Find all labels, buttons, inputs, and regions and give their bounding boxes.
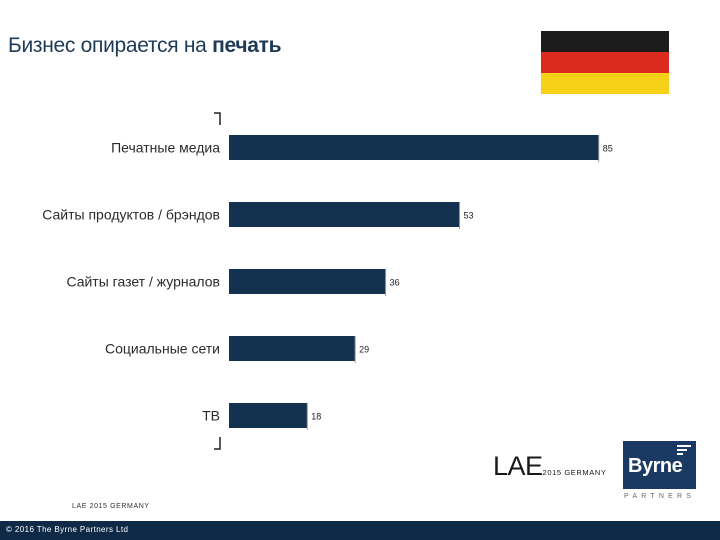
bar-4: [229, 403, 308, 428]
flag-stripe-black: [541, 31, 669, 52]
bar-1: [229, 202, 460, 227]
logo-subtitle: PARTNERS: [624, 493, 696, 500]
value-label-0: 85: [603, 144, 613, 154]
lae-big-text: LAE: [493, 451, 543, 481]
value-label-1: 53: [464, 211, 474, 221]
lae-label: LAE2015 GERMANY: [493, 451, 606, 482]
category-label-2: Сайты газет / журналов: [66, 274, 220, 290]
title-prefix: Бизнес опирается на: [8, 34, 213, 57]
bar-0: [229, 135, 599, 160]
value-label-3: 29: [359, 345, 369, 355]
logo-box: Byrne: [623, 441, 696, 489]
byrne-partners-logo: Byrne PARTNERS: [623, 441, 696, 503]
footer-bar: © 2016 The Byrne Partners Ltd: [0, 521, 720, 540]
category-label-1: Сайты продуктов / брэндов: [42, 207, 220, 223]
category-label-3: Социальные сети: [105, 341, 220, 357]
title-bold: печать: [212, 34, 282, 57]
page-title: Бизнес опирается на печать: [8, 34, 281, 58]
flag-stripe-red: [541, 52, 669, 73]
flag-stripe-gold: [541, 73, 669, 94]
bar-chart: 85 Печатные медиа 53 Сайты продуктов / брэн…: [42, 112, 613, 450]
logo-name: Byrne: [628, 455, 683, 477]
lae-small-text: 2015 GERMANY: [542, 468, 607, 477]
value-label-4: 18: [311, 412, 321, 422]
axis-bracket-top: [214, 112, 221, 125]
bar-2: [229, 269, 386, 294]
category-label-4: ТВ: [202, 408, 220, 424]
value-label-2: 36: [390, 278, 400, 288]
logo-stripes-icon: [677, 445, 691, 457]
axis-bracket-bottom: [214, 437, 221, 450]
copyright-text: © 2016 The Byrne Partners Ltd: [6, 525, 129, 534]
source-note: LAE 2015 GERMANY: [72, 503, 150, 510]
category-label-0: Печатные медиа: [111, 140, 220, 156]
bar-3: [229, 336, 356, 361]
germany-flag: [541, 31, 669, 94]
